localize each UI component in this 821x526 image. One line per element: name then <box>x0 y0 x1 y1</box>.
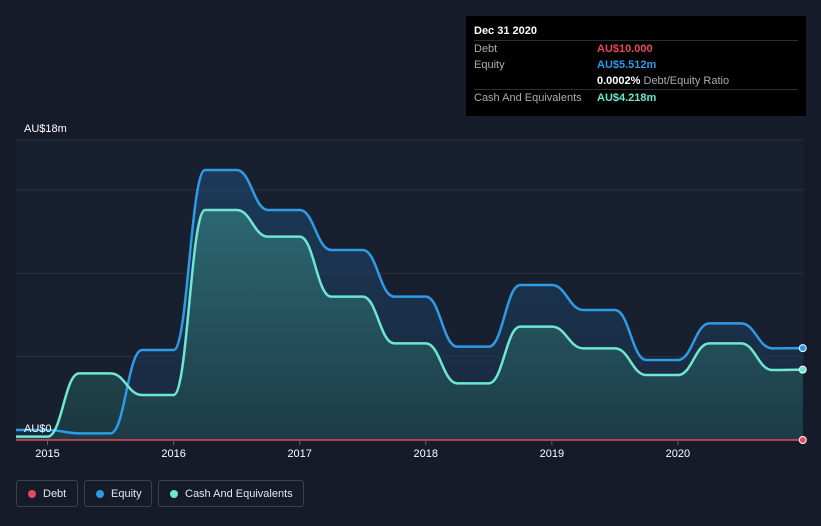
tooltip-debt-value: AU$10.000 <box>597 43 653 55</box>
tooltip-ratio-label <box>474 73 597 89</box>
legend-cash-dot <box>170 489 178 498</box>
tooltip-date: Dec 31 2020 <box>474 25 537 37</box>
tooltip-cash-value: AU$4.218m <box>597 92 657 104</box>
x-tick-label: 2017 <box>287 448 311 460</box>
tooltip-ratio-value: 0.0002% <box>597 75 641 87</box>
debt-end-marker <box>798 436 807 444</box>
tooltip-row-debt: Debt AU$10.000 <box>474 40 798 57</box>
tooltip-row-cash: Cash And Equivalents AU$4.218m <box>474 89 798 106</box>
legend-equity-label: Equity <box>111 487 142 500</box>
equity-line <box>16 168 803 435</box>
tooltip-panel: Dec 31 2020 Debt AU$10.000 Equity AU$5.5… <box>466 16 806 116</box>
equity-end-marker <box>798 344 807 353</box>
tooltip-cash-label: Cash And Equivalents <box>474 92 582 104</box>
tooltip-equity-value: AU$5.512m <box>597 59 657 71</box>
x-tick-label: 2020 <box>666 448 690 460</box>
legend-item-equity[interactable]: Equity <box>84 480 152 507</box>
legend-equity-dot <box>96 489 104 498</box>
series-areas <box>16 170 803 440</box>
cash-and-equivalents-area <box>16 210 803 440</box>
x-tick-label: 2016 <box>161 448 185 460</box>
tooltip-row-ratio: 0.0002% Debt/Equity Ratio <box>474 73 798 89</box>
tooltip-row-equity: Equity AU$5.512m <box>474 57 798 73</box>
legend-item-debt[interactable]: Debt <box>16 480 78 507</box>
x-tick-label: 2019 <box>540 448 564 460</box>
series-lines <box>16 168 803 441</box>
tooltip-ratio-sublabel: Debt/Equity Ratio <box>643 75 730 87</box>
tooltip-debt-label: Debt <box>474 43 498 55</box>
legend-item-cash[interactable]: Cash And Equivalents <box>158 480 304 507</box>
x-tick-label: 2015 <box>35 448 59 460</box>
y-axis-top-label: AU$18m <box>24 123 67 135</box>
cash-and-equivalents-end-marker <box>798 365 807 374</box>
legend-debt-dot <box>28 489 36 498</box>
series-end-markers <box>798 344 807 444</box>
cash-and-equivalents-line <box>16 208 803 438</box>
y-axis-zero-label: AU$0 <box>24 423 52 435</box>
x-tick-label: 2018 <box>414 448 438 460</box>
tooltip-equity-label: Equity <box>474 59 505 71</box>
legend-cash-label: Cash And Equivalents <box>185 487 293 500</box>
x-axis-ticks: 2015 2016 2017 2018 2019 2020 <box>35 440 690 460</box>
legend-debt-label: Debt <box>43 487 67 500</box>
